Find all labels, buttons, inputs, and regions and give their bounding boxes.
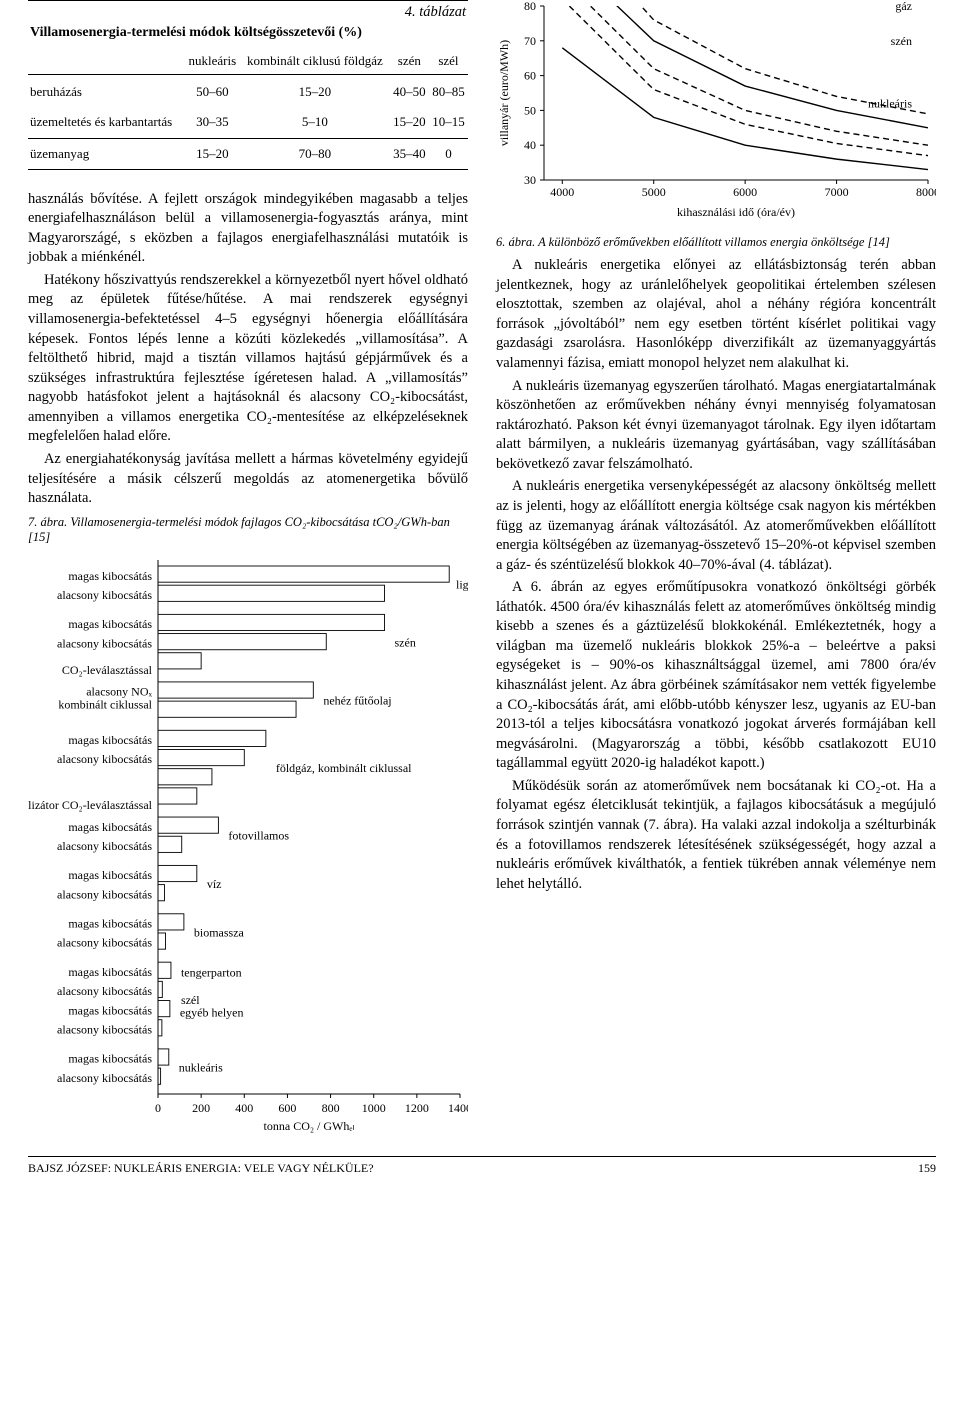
svg-text:szén: szén <box>891 34 912 48</box>
svg-text:kombinált ciklussal: kombinált ciklussal <box>58 698 152 712</box>
page-footer: BAJSZ JÓZSEF: NUKLEÁRIS ENERGIA: VELE VA… <box>28 1156 936 1176</box>
svg-text:szén: szén <box>395 635 416 649</box>
svg-text:gáz: gáz <box>895 0 912 13</box>
cost-table: nukleáris kombinált ciklusú földgáz szén… <box>28 48 468 168</box>
col-nuclear: nukleáris <box>185 48 240 74</box>
table-cell: 40–50 <box>390 75 429 107</box>
fig-ref: 7. ábra. <box>28 515 67 529</box>
col-coal: szén <box>390 48 429 74</box>
table-cell: 80–85 <box>429 75 468 107</box>
svg-text:alacsony kibocsátás: alacsony kibocsátás <box>57 887 152 901</box>
svg-text:magas kibocsátás: magas kibocsátás <box>68 569 152 583</box>
svg-text:földgáz, kombinált ciklussal: földgáz, kombinált ciklussal <box>276 761 412 775</box>
col-blank <box>28 48 185 74</box>
svg-text:30: 30 <box>524 173 536 187</box>
svg-text:magas kibocsátás: magas kibocsátás <box>68 916 152 930</box>
svg-text:egyéb helyen: egyéb helyen <box>180 1006 244 1020</box>
svg-text:alacsony kibocsátás: alacsony kibocsátás <box>57 588 152 602</box>
svg-text:50: 50 <box>524 103 536 117</box>
svg-text:alacsony kibocsátás: alacsony kibocsátás <box>57 1022 152 1036</box>
footer-left: BAJSZ JÓZSEF: NUKLEÁRIS ENERGIA: VELE VA… <box>28 1160 374 1176</box>
para: A nukleáris üzemanyag egyszerűen tárolha… <box>496 377 936 475</box>
para: használás bővítése. A fejlett országok m… <box>28 190 468 268</box>
table-cell: 15–20 <box>185 139 240 169</box>
svg-text:60: 60 <box>524 69 536 83</box>
table-caption: 4. táblázat <box>28 1 468 24</box>
para: Hatékony hőszivattyús rendszerekkel a kö… <box>28 271 468 447</box>
svg-text:400: 400 <box>235 1101 253 1115</box>
table-cell: 5–10 <box>240 107 390 139</box>
svg-text:alacsony NOₓ: alacsony NOₓ <box>86 685 152 699</box>
table-cell: üzemanyag <box>28 139 185 169</box>
fig-caption-text: A különböző erőművekben előállított vill… <box>535 235 890 249</box>
svg-text:800: 800 <box>322 1101 340 1115</box>
fig7-caption: 7. ábra. Villamosenergia-termelési módok… <box>28 515 468 546</box>
svg-text:szelektív katalizátor CO₂-levá: szelektív katalizátor CO₂-leválasztással <box>28 798 153 812</box>
svg-text:kihasználási idő (óra/év): kihasználási idő (óra/év) <box>677 205 795 219</box>
svg-text:40: 40 <box>524 138 536 152</box>
svg-text:5000: 5000 <box>642 185 666 199</box>
svg-text:magas kibocsátás: magas kibocsátás <box>68 1003 152 1017</box>
svg-text:80: 80 <box>524 0 536 13</box>
svg-text:1400: 1400 <box>448 1101 468 1115</box>
fig6-caption: 6. ábra. A különböző erőművekben előállí… <box>496 235 936 251</box>
table-4: 4. táblázat Villamosenergia-termelési mó… <box>28 0 468 170</box>
table-cell: 15–20 <box>390 107 429 139</box>
svg-text:lignit: lignit <box>456 577 468 591</box>
chart-6: 30 40 50 60 70 80 4000 5000 6000 7000 8000 kihaszná… <box>496 0 936 220</box>
table-title: Villamosenergia-termelési módok költségö… <box>28 24 468 49</box>
svg-text:nukleáris: nukleáris <box>179 1060 223 1074</box>
svg-text:6000: 6000 <box>733 185 757 199</box>
table-cell: 30–35 <box>185 107 240 139</box>
svg-text:tonna CO₂ / GWhₑₗ: tonna CO₂ / GWhₑₗ <box>264 1119 355 1133</box>
table-cell: 35–40 <box>390 139 429 169</box>
para: A 6. ábrán az egyes erőműtípusokra vonat… <box>496 578 936 774</box>
svg-text:600: 600 <box>278 1101 296 1115</box>
fig-ref: 6. ábra. <box>496 235 535 249</box>
para: A nukleáris energetika versenyképességét… <box>496 477 936 575</box>
svg-text:alacsony kibocsátás: alacsony kibocsátás <box>57 936 152 950</box>
svg-text:magas kibocsátás: magas kibocsátás <box>68 820 152 834</box>
table-cell: üzemeltetés és karbantartás <box>28 107 185 139</box>
table-cell: 70–80 <box>240 139 390 169</box>
svg-text:nehéz fűtőolaj: nehéz fűtőolaj <box>323 693 391 707</box>
svg-text:8000: 8000 <box>916 185 936 199</box>
svg-text:magas kibocsátás: magas kibocsátás <box>68 617 152 631</box>
svg-text:alacsony kibocsátás: alacsony kibocsátás <box>57 839 152 853</box>
svg-text:7000: 7000 <box>825 185 849 199</box>
col-wind: szél <box>429 48 468 74</box>
footer-right: 159 <box>918 1160 936 1176</box>
svg-text:magas kibocsátás: magas kibocsátás <box>68 868 152 882</box>
svg-text:magas kibocsátás: magas kibocsátás <box>68 733 152 747</box>
svg-text:tengerparton: tengerparton <box>181 966 242 980</box>
svg-text:CO₂-leválasztással: CO₂-leválasztással <box>62 663 153 677</box>
fig-caption-text: Villamosenergia-termelési módok fajlagos… <box>28 515 450 545</box>
svg-text:villanyár (euro/MWh): villanyár (euro/MWh) <box>497 40 511 146</box>
svg-text:4000: 4000 <box>550 185 574 199</box>
chart-7: magas kibocsátás alacsony kibocsátás ligni… <box>28 556 468 1136</box>
para: Az energiahatékonyság javítása mellett a… <box>28 450 468 509</box>
svg-text:alacsony kibocsátás: alacsony kibocsátás <box>57 984 152 998</box>
table-cell: 50–60 <box>185 75 240 107</box>
svg-text:biomassza: biomassza <box>194 925 245 939</box>
svg-text:0: 0 <box>155 1101 161 1115</box>
para: A nukleáris energetika előnyei az ellátá… <box>496 256 936 373</box>
svg-text:1000: 1000 <box>362 1101 386 1115</box>
svg-text:1200: 1200 <box>405 1101 429 1115</box>
table-cell: beruházás <box>28 75 185 107</box>
col-gas: kombinált ciklusú földgáz <box>240 48 390 74</box>
svg-text:alacsony kibocsátás: alacsony kibocsátás <box>57 636 152 650</box>
svg-text:magas kibocsátás: magas kibocsátás <box>68 1052 152 1066</box>
svg-text:magas kibocsátás: magas kibocsátás <box>68 965 152 979</box>
svg-text:alacsony kibocsátás: alacsony kibocsátás <box>57 1071 152 1085</box>
svg-text:fotovillamos: fotovillamos <box>228 828 289 842</box>
table-cell: 15–20 <box>240 75 390 107</box>
para: Működésük során az atomerőművek nem bocs… <box>496 777 936 894</box>
svg-text:70: 70 <box>524 34 536 48</box>
svg-text:víz: víz <box>207 877 222 891</box>
svg-text:alacsony kibocsátás: alacsony kibocsátás <box>57 752 152 766</box>
table-cell: 0 <box>429 139 468 169</box>
table-cell: 10–15 <box>429 107 468 139</box>
svg-text:200: 200 <box>192 1101 210 1115</box>
